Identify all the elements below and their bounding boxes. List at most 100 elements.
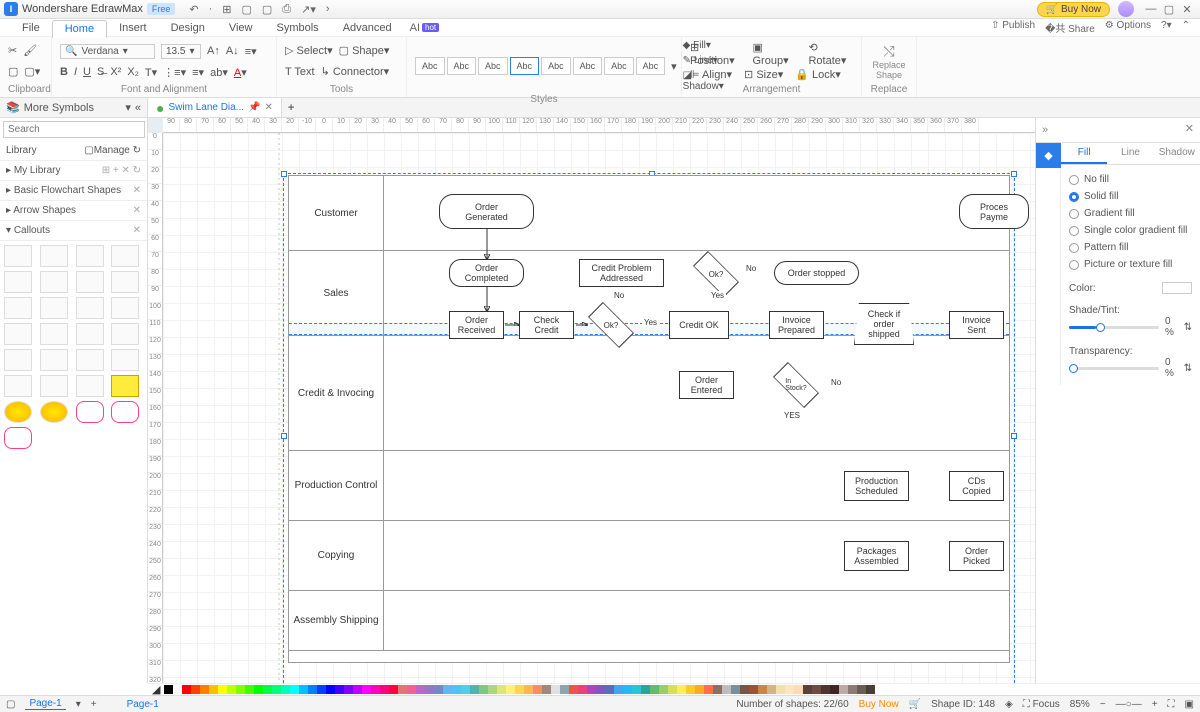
rotate-menu[interactable]: ⟲ Rotate▾ bbox=[808, 41, 853, 67]
group-menu[interactable]: ▣ Group▾ bbox=[753, 41, 797, 67]
color-swatch[interactable] bbox=[164, 685, 173, 694]
rp-tab-fill[interactable]: Fill bbox=[1061, 143, 1107, 164]
lane-copying[interactable]: Copying bbox=[289, 521, 384, 590]
color-swatch[interactable] bbox=[425, 685, 434, 694]
underline-icon[interactable]: U bbox=[83, 66, 91, 78]
color-swatch[interactable] bbox=[632, 685, 641, 694]
color-swatch[interactable] bbox=[731, 685, 740, 694]
color-swatch[interactable] bbox=[479, 685, 488, 694]
shape-thumb[interactable] bbox=[111, 375, 139, 397]
eyedropper-icon[interactable]: ◢ bbox=[152, 683, 160, 696]
open-icon[interactable]: ▢ bbox=[241, 3, 251, 16]
shape-thumb[interactable] bbox=[40, 271, 68, 293]
color-swatch[interactable] bbox=[614, 685, 623, 694]
node-invoice-prepared[interactable]: Invoice Prepared bbox=[769, 311, 824, 339]
shape-thumb[interactable] bbox=[4, 427, 32, 449]
numbering-icon[interactable]: ≡▾ bbox=[192, 66, 204, 79]
undo-icon[interactable]: ↶ bbox=[189, 3, 198, 16]
color-swatch[interactable] bbox=[578, 685, 587, 694]
align-menu[interactable]: ⊫ Align▾ bbox=[690, 68, 732, 81]
shape-thumb[interactable] bbox=[40, 323, 68, 345]
color-swatch[interactable] bbox=[434, 685, 443, 694]
collapse-ribbon-icon[interactable]: ⌃ bbox=[1182, 20, 1190, 35]
color-swatch[interactable] bbox=[281, 685, 290, 694]
select-tool[interactable]: ▷ Select▾ bbox=[285, 44, 333, 57]
lib-callouts[interactable]: ▾ Callouts✕ bbox=[0, 221, 147, 241]
position-menu[interactable]: ⊞ Position▾ bbox=[690, 41, 741, 67]
shape-thumb[interactable] bbox=[76, 271, 104, 293]
color-swatch[interactable] bbox=[839, 685, 848, 694]
expand-right-icon[interactable]: » bbox=[1036, 118, 1179, 142]
shrink-font-icon[interactable]: A↓ bbox=[226, 45, 239, 57]
close-icon[interactable]: ✕ bbox=[1178, 3, 1196, 16]
zoom-in-icon[interactable]: + bbox=[1152, 699, 1158, 710]
bullets-icon[interactable]: ⋮≡▾ bbox=[163, 66, 186, 79]
color-swatch[interactable] bbox=[866, 685, 875, 694]
zoom-out-icon[interactable]: − bbox=[1100, 699, 1106, 710]
node-ok1[interactable]: Ok? bbox=[694, 259, 738, 289]
focus-button[interactable]: ⛶ Focus bbox=[1023, 699, 1060, 710]
color-swatch[interactable] bbox=[587, 685, 596, 694]
menu-insert[interactable]: Insert bbox=[107, 20, 159, 36]
color-swatch[interactable] bbox=[344, 685, 353, 694]
maximize-icon[interactable]: ▢ bbox=[1160, 3, 1178, 16]
color-swatch[interactable] bbox=[335, 685, 344, 694]
color-swatch[interactable] bbox=[380, 685, 389, 694]
lib-flowchart[interactable]: ▸ Basic Flowchart Shapes✕ bbox=[0, 181, 147, 201]
sub-icon[interactable]: X₂ bbox=[127, 66, 139, 78]
color-swatch[interactable] bbox=[200, 685, 209, 694]
color-swatch[interactable] bbox=[596, 685, 605, 694]
color-swatch[interactable] bbox=[524, 685, 533, 694]
color-swatch[interactable] bbox=[371, 685, 380, 694]
color-swatch[interactable] bbox=[191, 685, 200, 694]
color-swatch[interactable] bbox=[263, 685, 272, 694]
node-packages-assembled[interactable]: Packages Assembled bbox=[844, 541, 909, 571]
bold-icon[interactable]: B bbox=[60, 66, 68, 78]
color-swatch[interactable] bbox=[515, 685, 524, 694]
new-icon[interactable]: ⊞ bbox=[222, 3, 231, 16]
node-cds-copied[interactable]: CDs Copied bbox=[949, 471, 1004, 501]
fit-icon[interactable]: ⛶ bbox=[1168, 699, 1175, 710]
node-credit-ok[interactable]: Credit OK bbox=[669, 311, 729, 339]
rp-tab-shadow[interactable]: Shadow bbox=[1154, 143, 1200, 164]
redo-icon[interactable]: · bbox=[209, 3, 213, 16]
connector-tool[interactable]: ↳ Connector▾ bbox=[321, 65, 390, 78]
lock-menu[interactable]: 🔒 Lock▾ bbox=[795, 68, 841, 81]
color-swatch[interactable] bbox=[236, 685, 245, 694]
shape-thumb[interactable] bbox=[4, 323, 32, 345]
color-swatch[interactable] bbox=[389, 685, 398, 694]
buy-link[interactable]: Buy Now bbox=[859, 699, 899, 710]
shape-thumb[interactable] bbox=[111, 349, 139, 371]
add-tab-icon[interactable]: + bbox=[282, 102, 300, 114]
swimlane-diagram[interactable]: Customer Order Generated Proces Payme Sa… bbox=[288, 175, 1010, 663]
fill-single-gradient[interactable]: Single color gradient fill bbox=[1069, 222, 1192, 239]
color-swatch[interactable] bbox=[470, 685, 479, 694]
style-tab-icon[interactable]: ◆ bbox=[1036, 143, 1061, 168]
color-swatch[interactable] bbox=[569, 685, 578, 694]
library-label[interactable]: Library bbox=[6, 145, 37, 156]
color-swatch[interactable] bbox=[398, 685, 407, 694]
color-swatch[interactable] bbox=[209, 685, 218, 694]
super-icon[interactable]: X² bbox=[110, 66, 121, 78]
menu-advanced[interactable]: Advanced bbox=[331, 20, 404, 36]
color-swatch[interactable] bbox=[650, 685, 659, 694]
fill-solid[interactable]: Solid fill bbox=[1069, 188, 1192, 205]
color-swatch[interactable] bbox=[686, 685, 695, 694]
color-swatch[interactable] bbox=[677, 685, 686, 694]
shape-thumb[interactable] bbox=[111, 297, 139, 319]
shape-thumb[interactable] bbox=[4, 245, 32, 267]
color-swatch[interactable] bbox=[1162, 282, 1192, 294]
shape-thumb[interactable] bbox=[40, 375, 68, 397]
replace-shape-label[interactable]: Replace Shape bbox=[872, 60, 905, 80]
paste-icon[interactable]: ▢▾ bbox=[24, 65, 40, 78]
shape-thumb[interactable] bbox=[76, 245, 104, 267]
doc-tab-pin-icon[interactable]: 📌 bbox=[248, 102, 260, 113]
node-invoice-sent[interactable]: Invoice Sent bbox=[949, 311, 1004, 339]
menu-design[interactable]: Design bbox=[159, 20, 217, 36]
help-icon[interactable]: ?▾ bbox=[1161, 20, 1172, 35]
color-swatch[interactable] bbox=[821, 685, 830, 694]
share-button[interactable]: �共 Share bbox=[1045, 20, 1095, 35]
fontsize-select[interactable]: 13.5 ▾ bbox=[161, 44, 201, 59]
fill-none[interactable]: No fill bbox=[1069, 171, 1192, 188]
color-swatch[interactable] bbox=[173, 685, 182, 694]
